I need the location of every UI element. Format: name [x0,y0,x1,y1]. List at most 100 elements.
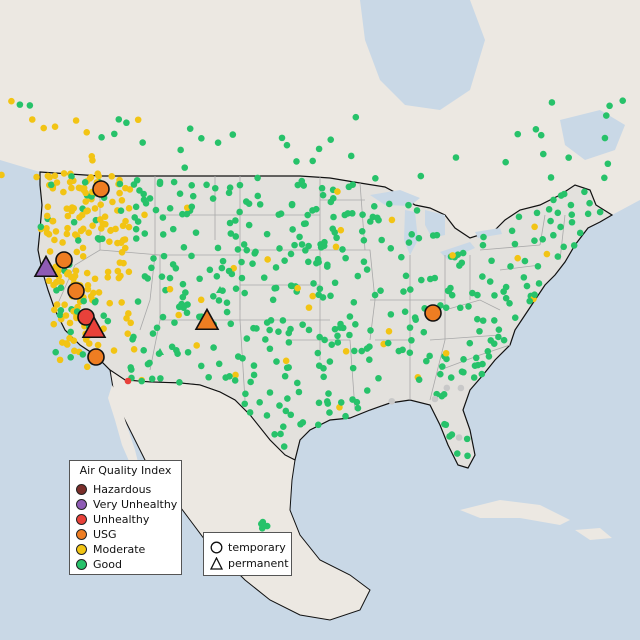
monitor-dot [215,360,223,368]
monitor-dot [51,306,58,314]
monitor-dot [490,340,498,347]
monitor-dot [71,272,79,280]
monitor-dot [53,179,61,186]
monitor-dot [550,196,557,204]
monitor-dot [298,241,306,248]
monitor-dot [196,313,203,321]
monitor-dot [188,182,196,189]
monitor-dot [500,288,507,295]
monitor-dot [175,311,182,319]
monitor-dot [94,170,102,178]
monitor-dot [456,304,464,312]
monitor-dot [256,201,264,208]
monitor-dot [227,320,235,328]
monitor-dot [299,419,307,426]
monitor-dot [76,214,83,221]
monitor-dot [317,244,325,251]
monitor-dot [238,258,245,266]
monitor-dot [526,297,533,305]
monitor-dot [104,268,112,276]
monitor-dot [363,266,371,273]
unhealthy-swatch [76,513,87,525]
monitor-dot [184,348,192,356]
monitor-dot [216,286,224,293]
monitor-dot [142,200,150,207]
monitor-dot [537,131,545,139]
monitor-dot [334,188,341,195]
monitor-dot [119,222,127,230]
monitor-dot [387,311,395,318]
legend-item-good: Good [76,557,122,571]
monitor-dot [49,217,56,225]
monitor-dot [406,349,414,356]
monitor-dot [67,328,74,336]
monitor-dot [150,255,157,262]
monitor-dot [539,236,546,243]
monitor-dot [263,230,271,238]
monitor-dot [304,258,312,266]
monitor-dot [465,303,472,310]
monitor-dot [288,200,296,208]
monitor-dot [294,181,302,189]
monitor-dot [531,223,538,231]
monitor-dot [226,219,234,227]
monitor-dot [474,291,481,299]
monitor-dot [52,228,60,235]
monitor-dot [285,364,292,371]
monitor-dot [279,317,287,324]
monitor-dot [51,172,59,180]
monitor-dot [276,402,283,409]
monitor-dot [570,242,578,249]
monitor-dot [226,184,234,192]
monitor-dot [521,257,529,265]
aqi-marker-very-unhealthy-permanent [33,254,59,278]
hudson-bay-water [360,0,485,110]
monitor-dot [287,411,295,419]
monitor-dot [68,184,75,192]
monitor-dot [250,371,258,379]
monitor-dot [186,125,194,132]
monitor-dot [300,182,308,189]
monitor-dot [181,164,189,171]
monitor-dot [44,203,52,211]
monitor-dot [170,178,178,186]
monitor-dot [106,299,114,307]
monitor-dot [62,312,70,319]
monitor-dot [406,286,414,293]
monitor-dot [160,252,168,260]
monitor-dot [91,205,99,212]
monitor-dot [188,203,196,211]
aqi-legend: Air Quality Index Hazardous Very Unhealt… [69,460,182,575]
monitor-dot [96,216,104,223]
monitor-dot [205,373,212,381]
monitor-dot [82,198,90,205]
monitor-dot [243,246,251,254]
monitor-dot [225,267,233,275]
monitor-dot [50,320,58,328]
monitor-dot [210,344,217,351]
monitor-dot [548,99,556,106]
monitor-dot [144,275,152,282]
monitor-dot [175,303,183,311]
monitor-dot [547,174,555,181]
monitor-dot [130,345,138,353]
monitor-dot [37,223,45,231]
monitor-dot [277,430,284,438]
monitor-dot [408,336,415,344]
monitor-dot [263,522,271,530]
monitor-dot [433,231,441,239]
monitor-dot [463,435,471,443]
monitor-dot [415,234,423,242]
monitor-dot [214,244,222,252]
monitor-dot [262,336,269,343]
monitor-dot [440,391,448,398]
monitor-dot [256,399,263,406]
monitor-dot [346,313,354,320]
monitor-dot [371,291,379,299]
monitor-dot [196,275,203,283]
baja-california [108,385,140,470]
hispaniola [575,528,612,540]
monitor-dot [156,348,164,355]
monitor-dot [478,370,486,378]
usg-swatch [76,528,87,540]
